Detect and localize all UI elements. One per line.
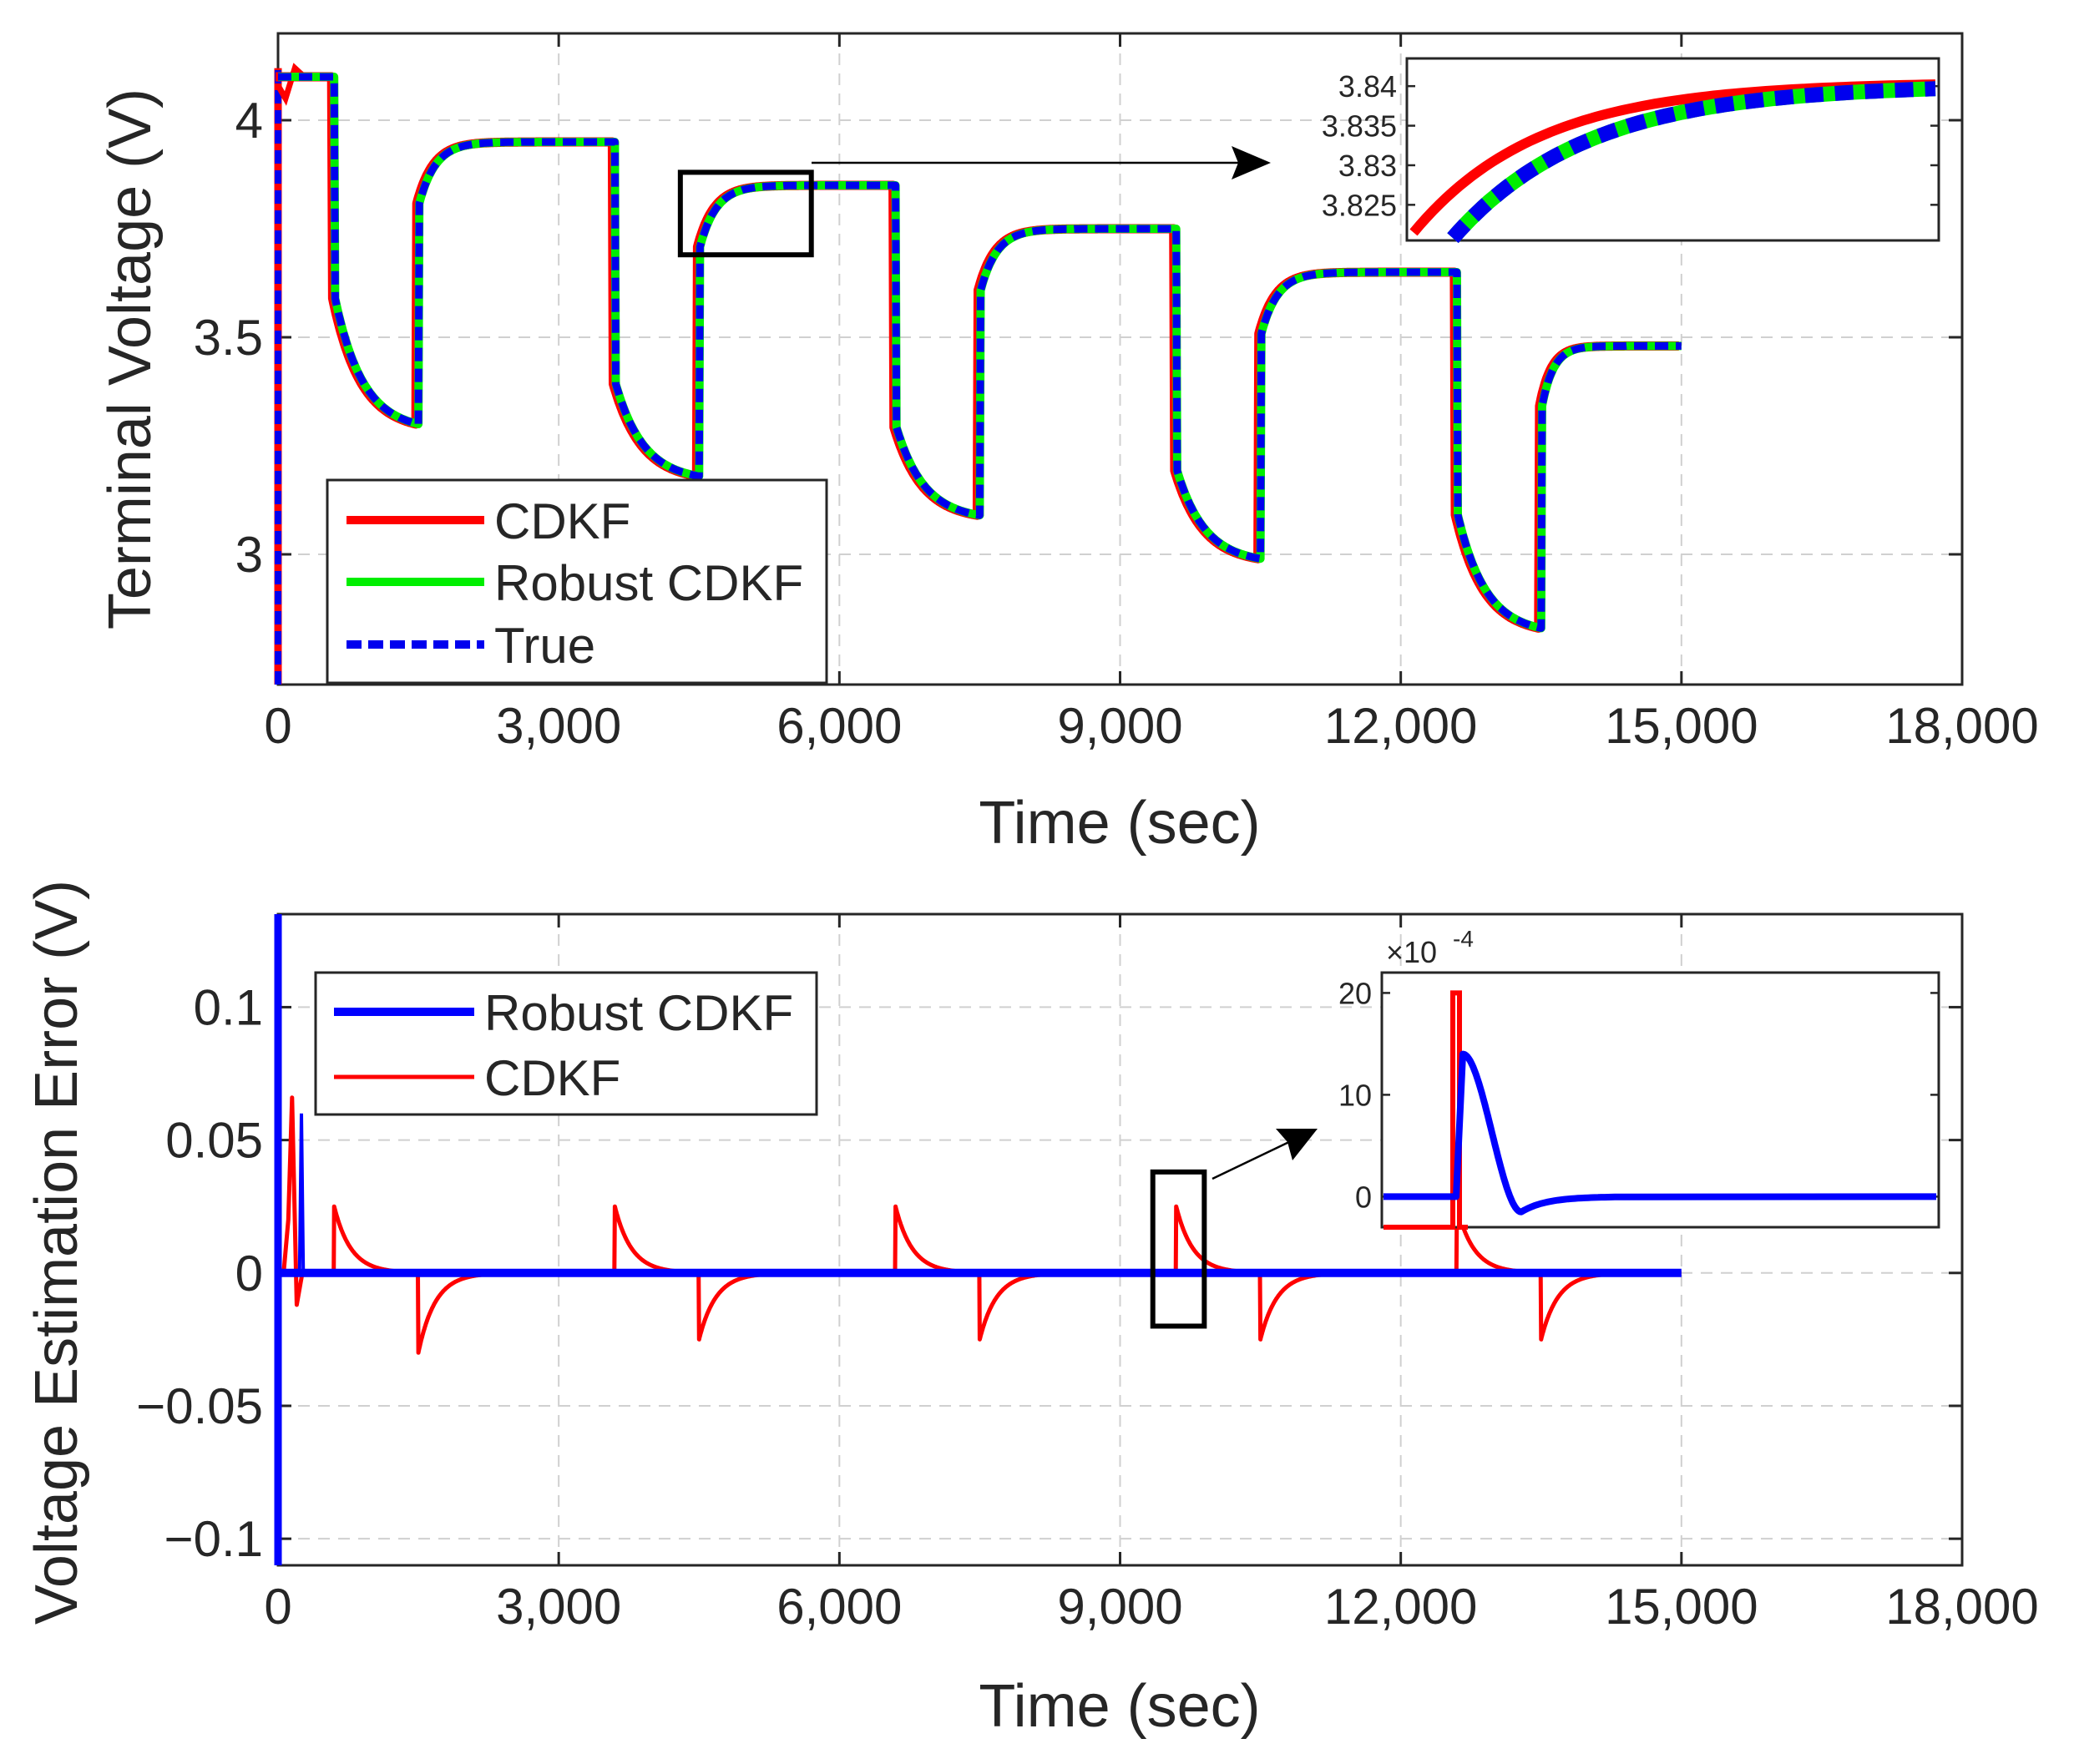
bottom-series <box>274 914 1683 1565</box>
legend-label-robust-cdkf-error: Robust CDKF <box>484 985 793 1041</box>
bot-y-tick-label: 0.05 <box>165 1113 263 1169</box>
top-inset-y-tick-label: 3.835 <box>1322 109 1397 144</box>
bot-y-tick-label: −0.05 <box>136 1378 263 1434</box>
top-x-tick-label: 6,000 <box>776 698 902 754</box>
bottom-y-axis-label: Voltage Estimation Error (V) <box>23 880 90 1625</box>
top-x-tick-label: 12,000 <box>1324 698 1478 754</box>
bottom-inset-y-tick-label: 20 <box>1338 976 1372 1010</box>
top-inset-ticks: 3.825 3.83 3.835 3.84 <box>1322 69 1939 222</box>
bot-x-tick-label: 3,000 <box>496 1579 621 1635</box>
top-x-tick-label: 0 <box>264 698 291 754</box>
bot-y-tick-label: 0.1 <box>194 979 263 1035</box>
bottom-inset-series-cdkf <box>1384 990 1468 1230</box>
bottom-robust-initial-spike <box>297 1113 306 1273</box>
legend-label-cdkf-error: CDKF <box>484 1050 620 1106</box>
bot-y-tick-label: −0.1 <box>164 1511 263 1567</box>
bottom-inset-ticks: 0 10 20 <box>1338 976 1939 1214</box>
top-y-tick-label: 4 <box>235 93 263 149</box>
legend-label-robust-cdkf: Robust CDKF <box>494 555 803 611</box>
top-inset: 3.825 3.83 3.835 3.84 <box>1322 57 1940 244</box>
top-inset-y-tick-label: 3.84 <box>1338 69 1397 104</box>
top-zoom-arrow-head <box>1232 146 1271 179</box>
top-inset-y-tick-label: 3.825 <box>1322 188 1397 222</box>
bottom-inset-series <box>1384 990 1937 1230</box>
bottom-inset-y-tick-label: 0 <box>1355 1180 1372 1214</box>
bottom-ticks: 0 3,000 6,000 9,000 12,000 15,000 18,000 −0.1 −0… <box>136 914 2039 1635</box>
top-ticks: 0 3,000 6,000 9,000 12,000 15,000 18,000 3 3.5 4 <box>194 33 2039 754</box>
bot-x-tick-label: 6,000 <box>776 1579 902 1635</box>
bottom-x-axis-label: Time (sec) <box>979 1673 1260 1740</box>
bottom-inset-series-robust-cdkf <box>1384 1050 1937 1216</box>
top-x-tick-label: 9,000 <box>1057 698 1182 754</box>
top-grid <box>278 33 1962 685</box>
top-x-tick-label: 3,000 <box>496 698 621 754</box>
top-legend: CDKF Robust CDKF True <box>326 478 828 685</box>
top-y-tick-label: 3 <box>235 527 263 583</box>
bottom-zoom-arrow-line <box>1212 1138 1295 1180</box>
bottom-inset: 0 10 20 ×10 -4 <box>1338 926 1940 1230</box>
bottom-legend-box <box>314 971 818 1116</box>
top-inset-y-tick-label: 3.83 <box>1338 149 1397 183</box>
bot-x-tick-label: 18,000 <box>1885 1579 2039 1635</box>
top-inset-series-true <box>1447 81 1936 244</box>
top-series <box>271 63 1685 685</box>
terminal-voltage-plot: 0 3,000 6,000 9,000 12,000 15,000 18,00033.54 … <box>97 32 2039 857</box>
bottom-zoom-box <box>1150 1169 1207 1329</box>
top-x-tick-label: 15,000 <box>1605 698 1758 754</box>
bot-x-tick-label: 9,000 <box>1057 1579 1182 1635</box>
top-x-axis-label: Time (sec) <box>979 790 1260 857</box>
bottom-inset-exponent: -4 <box>1453 926 1474 952</box>
voltage-error-plot: 0 3,000 6,000 9,000 12,000 15,000 18,000 −0.1 −0… <box>23 880 2039 1740</box>
legend-label-cdkf: CDKF <box>494 493 630 549</box>
bottom-legend: Robust CDKF CDKF <box>314 971 818 1116</box>
legend-label-true: True <box>494 618 595 674</box>
bottom-inset-multiplier: ×10 <box>1386 935 1437 969</box>
top-zoom-box <box>677 169 814 258</box>
top-inset-series <box>1409 79 1936 244</box>
bottom-inset-frame <box>1380 971 1940 1229</box>
top-y-tick-label: 3.5 <box>194 310 263 366</box>
top-y-axis-label: Terminal Voltage (V) <box>97 88 164 629</box>
bottom-zoom-arrow-head <box>1276 1129 1318 1160</box>
bot-x-tick-label: 0 <box>264 1579 291 1635</box>
bottom-inset-y-tick-label: 10 <box>1338 1078 1372 1112</box>
bot-x-tick-label: 12,000 <box>1324 1579 1478 1635</box>
top-x-tick-label: 18,000 <box>1885 698 2039 754</box>
bot-y-tick-label: 0 <box>235 1246 263 1302</box>
series-true <box>275 73 1685 632</box>
bot-x-tick-label: 15,000 <box>1605 1579 1758 1635</box>
